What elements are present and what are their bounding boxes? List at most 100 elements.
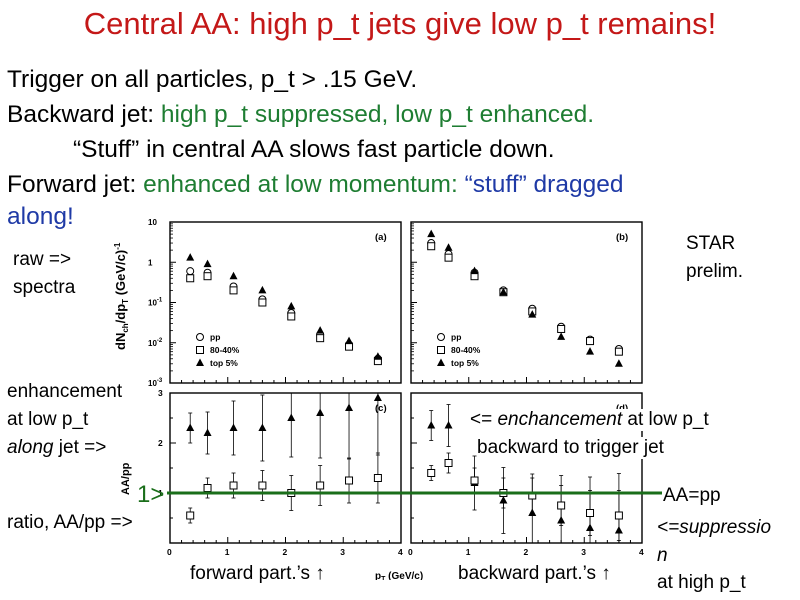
data-point-square xyxy=(470,476,479,485)
x-tick-label: 0 xyxy=(408,547,413,557)
panel-label-c: (c) xyxy=(375,403,387,414)
x-tick-label: 3 xyxy=(581,547,586,557)
legend-marker-triangle xyxy=(196,358,204,366)
right-enh-italic: enchancement xyxy=(497,409,623,430)
along-rest: jet => xyxy=(53,437,107,458)
data-point-triangle xyxy=(186,253,195,261)
backward-colored: high p_t suppressed, low p_t enhanced. xyxy=(160,101,595,128)
raw-label-2: spectra xyxy=(13,277,76,298)
x-tick-label: 3 xyxy=(340,547,345,557)
data-point-triangle xyxy=(586,347,595,355)
legend-label: top 5% xyxy=(451,358,479,368)
data-point-square xyxy=(444,253,453,262)
data-point-square xyxy=(229,481,238,490)
y-tick-label: 10 xyxy=(148,218,157,227)
data-point-triangle xyxy=(258,285,267,294)
data-point-triangle xyxy=(287,413,296,421)
legend-label: 80-40% xyxy=(210,345,240,355)
y-tick-label: 10-1 xyxy=(148,298,163,308)
data-point-triangle xyxy=(427,229,436,238)
enhancement-label-3: along jet => xyxy=(7,437,106,459)
data-point-square xyxy=(203,484,212,492)
legend-label: pp xyxy=(451,332,461,342)
x-tick-label: 4 xyxy=(639,547,644,557)
data-point-circle xyxy=(186,267,195,276)
legend-marker-square xyxy=(437,346,445,354)
data-point-square xyxy=(614,511,623,520)
y-tick-label: 10-2 xyxy=(148,338,163,348)
raw-label-1: raw => xyxy=(13,249,72,270)
panel-frame-b xyxy=(410,221,643,384)
text-line-along: along! xyxy=(7,203,74,230)
legend-marker-circle xyxy=(437,333,445,341)
y-axis-title-spectra: dNch/dpT (GeV/c)-1 xyxy=(113,242,130,350)
data-point-triangle xyxy=(229,423,238,431)
legend-label: top 5% xyxy=(210,358,238,368)
suppression-label-3: at high p_t xyxy=(657,572,746,593)
data-point-square xyxy=(557,324,566,333)
x-tick-label: 1 xyxy=(466,547,471,557)
x-axis-title: pT (GeV/c) xyxy=(375,571,423,580)
suppression-label-1: <=suppressio xyxy=(657,517,772,538)
data-point-triangle xyxy=(287,301,296,310)
y-tick-label: 2 xyxy=(158,438,163,448)
forward-green: enhanced at low momentum: xyxy=(143,171,465,198)
data-point-triangle xyxy=(528,310,537,318)
panel-label-a: (a) xyxy=(375,232,387,243)
data-point-triangle xyxy=(499,287,508,296)
data-point-triangle xyxy=(258,423,267,431)
text-line-trigger: Trigger on all particles, p_t > .15 GeV. xyxy=(7,66,418,93)
data-point-square xyxy=(586,337,595,346)
data-point-triangle xyxy=(229,271,238,280)
panel-frame-a xyxy=(169,221,402,384)
forward-blue: “stuff” dragged xyxy=(464,171,624,198)
data-point-triangle xyxy=(444,243,453,251)
data-point-square xyxy=(373,474,382,482)
legend-marker-square xyxy=(196,346,204,354)
data-point-square xyxy=(427,469,436,477)
data-point-square xyxy=(258,481,267,490)
data-point-triangle xyxy=(345,336,354,345)
ratio-label: ratio, AA/pp => xyxy=(7,512,133,533)
forward-label: Forward jet: xyxy=(7,171,144,198)
x-tick-label: 1 xyxy=(225,547,230,557)
panel-frame-c xyxy=(169,392,402,544)
panel-label-b: (b) xyxy=(616,232,628,243)
aa-equals-pp-label: AA=pp xyxy=(663,485,721,506)
enhancement-label-2: at low p_t xyxy=(7,409,89,430)
y-tick-label: 3 xyxy=(158,388,163,398)
data-point-triangle xyxy=(203,428,212,436)
data-point-square xyxy=(316,481,325,490)
data-point-square xyxy=(258,298,267,307)
data-point-square xyxy=(186,511,195,520)
legend-marker-circle xyxy=(196,333,204,341)
data-point-triangle xyxy=(614,359,623,367)
star-label-2: prelim. xyxy=(686,261,744,282)
right-enh-arrow: <= xyxy=(470,409,498,430)
data-point-triangle xyxy=(316,408,325,416)
along-italic: along xyxy=(7,437,54,458)
data-point-square xyxy=(186,274,195,283)
data-point-square xyxy=(427,242,436,251)
x-tick-label: 2 xyxy=(283,547,288,557)
panel-label-d: (d) xyxy=(616,403,628,414)
data-point-triangle xyxy=(444,421,453,429)
data-point-triangle xyxy=(186,423,195,431)
text-line-backward: Backward jet: high p_t suppressed, low p… xyxy=(7,101,594,129)
suppression-label-2: n xyxy=(657,545,668,566)
right-enh-label-2: backward to trigger jet xyxy=(477,437,664,459)
data-point-square xyxy=(203,272,212,281)
data-point-square xyxy=(316,334,325,343)
data-point-square xyxy=(557,501,566,510)
data-point-triangle xyxy=(345,403,354,411)
ratio-one-marker: 1> xyxy=(137,481,165,508)
data-point-triangle xyxy=(470,266,479,275)
data-point-square xyxy=(444,459,453,467)
data-point-triangle xyxy=(203,259,212,268)
right-enh-label-1: <= enchancement at low p_t xyxy=(470,409,709,431)
slide-title: Central AA: high p_t jets give low p_t r… xyxy=(83,6,717,41)
data-point-triangle xyxy=(316,326,325,334)
legend-label: 80-40% xyxy=(451,345,481,355)
legend-label: pp xyxy=(210,332,220,342)
